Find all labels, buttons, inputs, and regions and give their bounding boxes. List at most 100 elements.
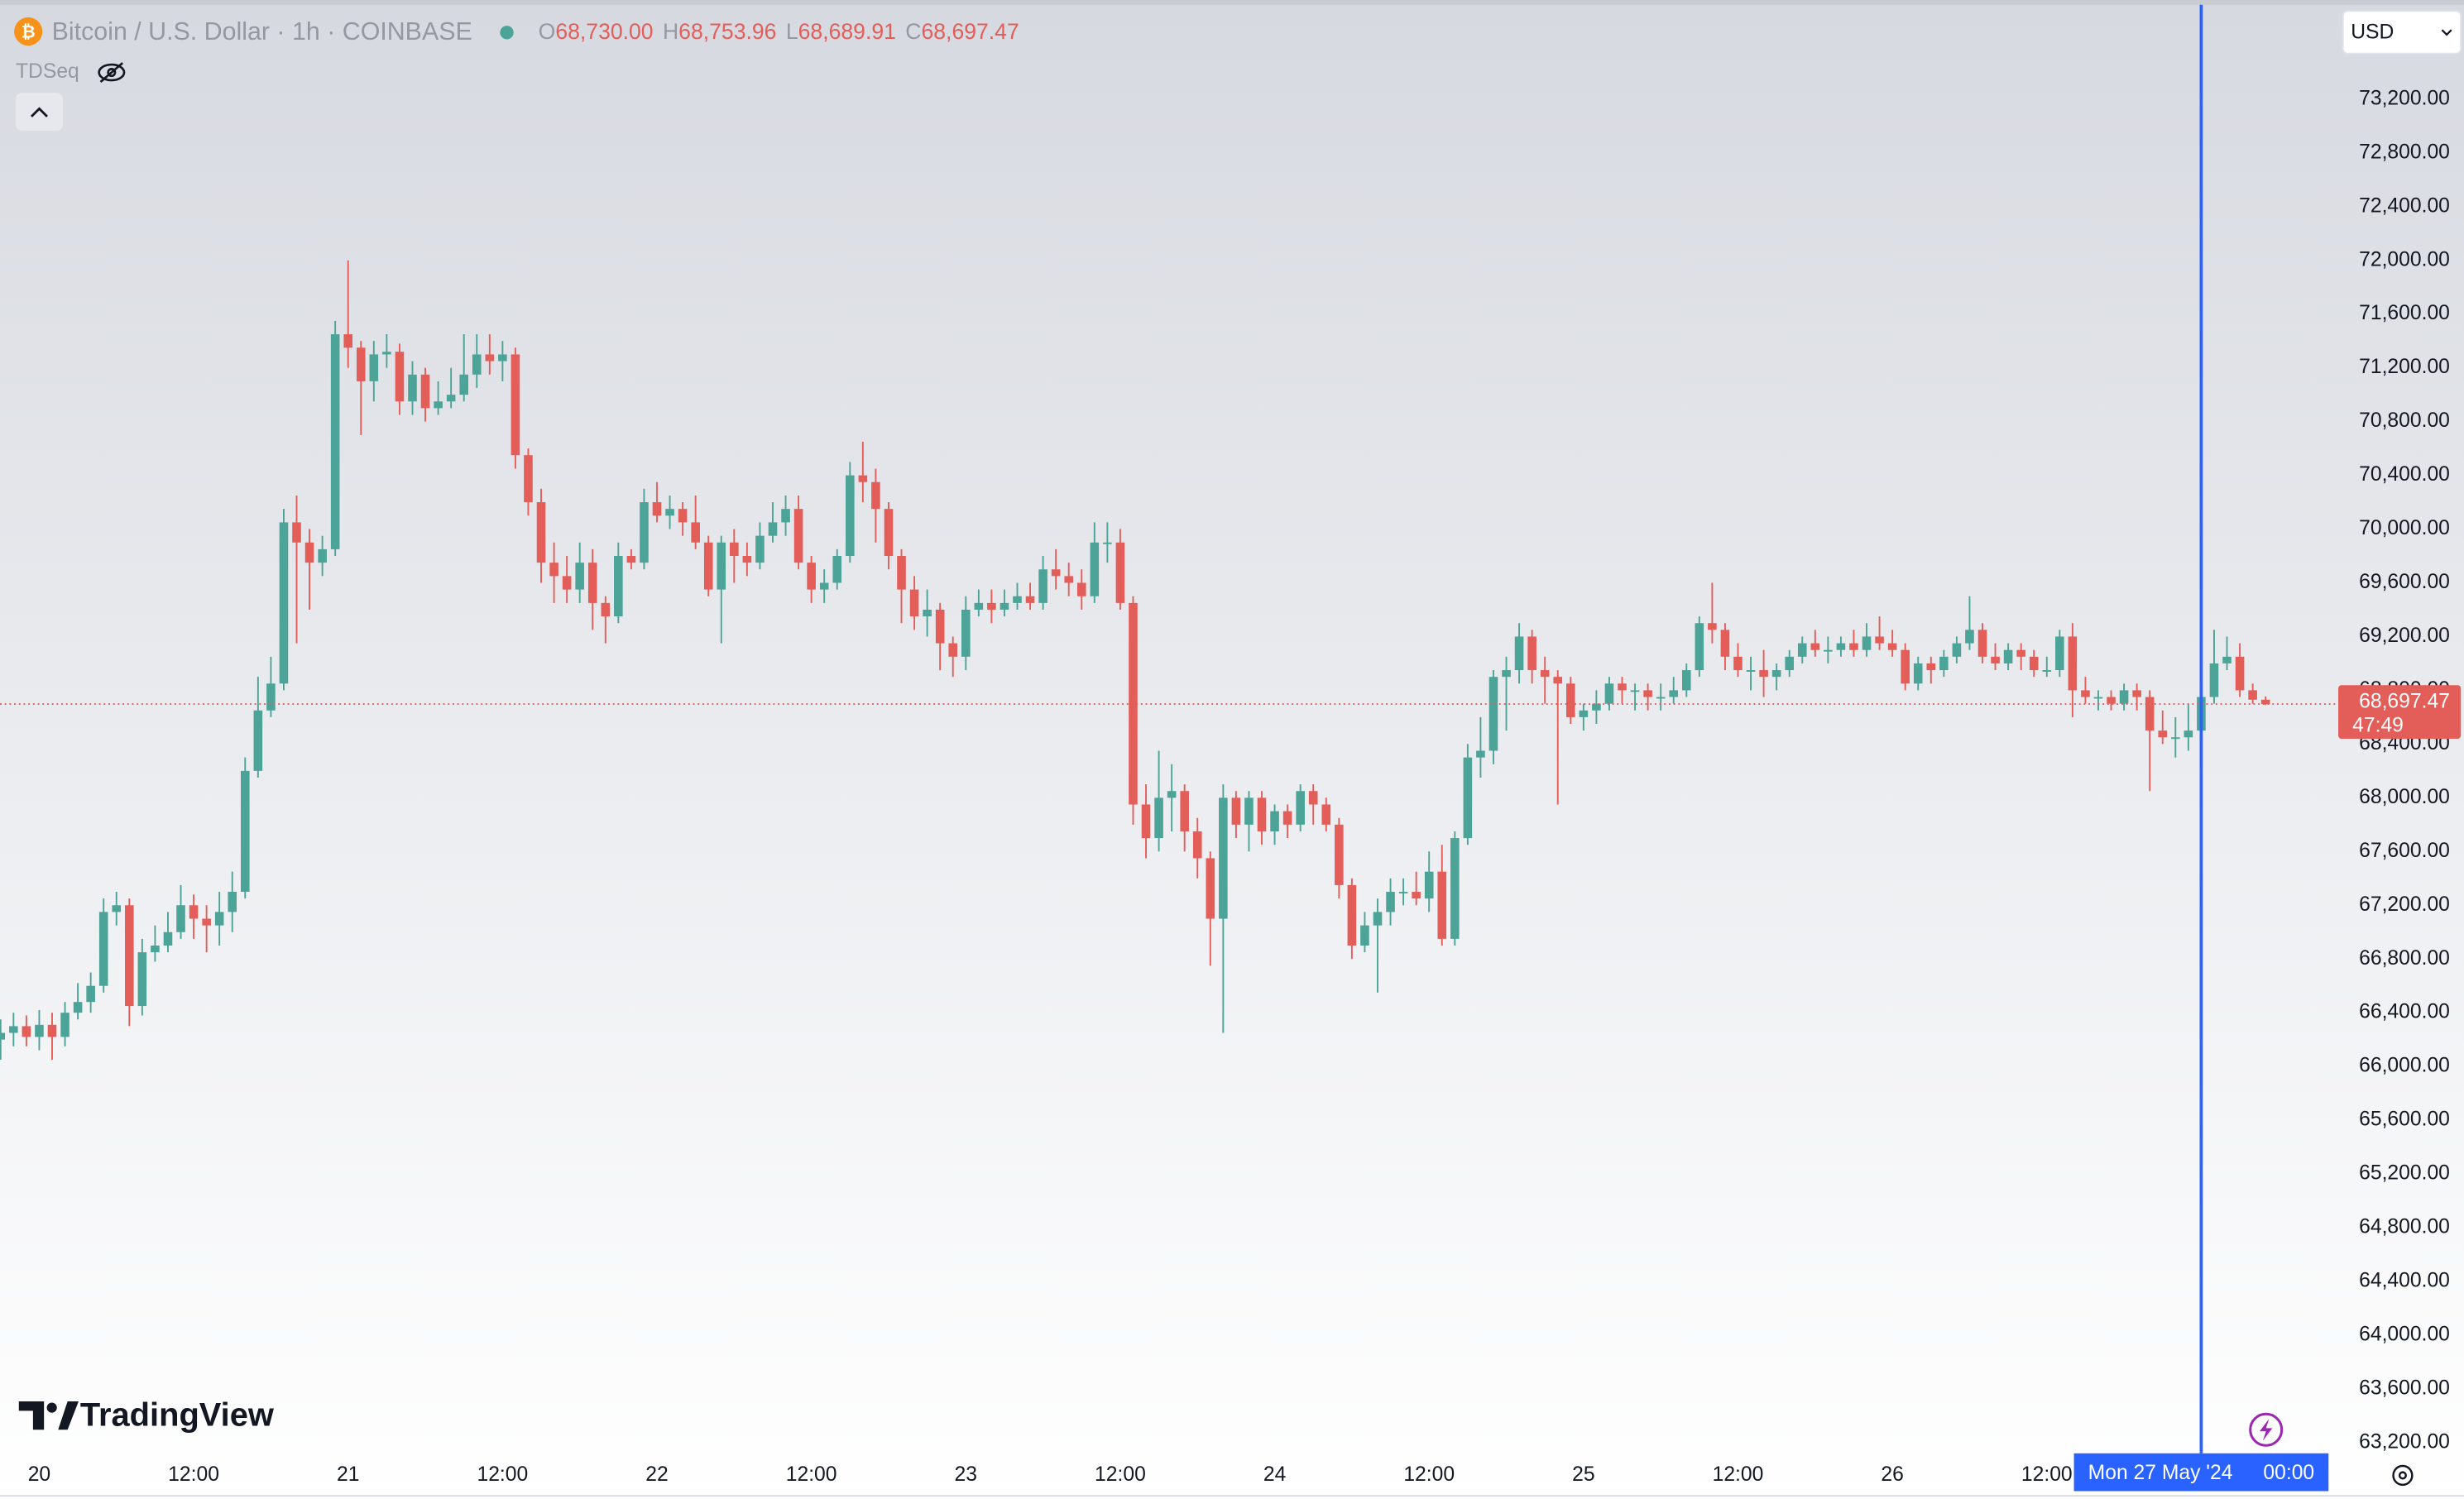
candle xyxy=(434,381,443,415)
candle-body xyxy=(304,542,314,563)
candle-body xyxy=(2158,730,2168,738)
candle-body xyxy=(446,395,456,402)
y-tick-label: 70,000.00 xyxy=(2359,517,2450,539)
candle xyxy=(1335,817,1344,899)
candle xyxy=(318,535,327,577)
x-tick-label: 20 xyxy=(28,1463,50,1486)
candle-body xyxy=(1643,690,1652,697)
candle-body xyxy=(241,770,250,893)
candle xyxy=(2055,630,2064,678)
indicator-name: TDSeq xyxy=(16,60,79,83)
candle-body xyxy=(1681,670,1691,691)
candle xyxy=(1347,878,1357,960)
candle-body xyxy=(755,535,765,563)
candle xyxy=(189,894,199,939)
candle xyxy=(304,529,314,610)
candle xyxy=(472,334,482,389)
currency-button[interactable] xyxy=(2342,10,2462,55)
candle xyxy=(1618,677,1627,704)
candle xyxy=(1270,804,1279,845)
candle-body xyxy=(420,374,430,409)
candle-body xyxy=(73,1002,83,1013)
ohlc-value: 68,730.00 xyxy=(555,19,653,44)
candle xyxy=(2016,643,2025,671)
x-tick-label: 12:00 xyxy=(2021,1463,2073,1486)
y-tick-label: 67,600.00 xyxy=(2359,840,2450,862)
candle-body xyxy=(587,563,597,603)
candle xyxy=(793,495,803,570)
hide-icon[interactable] xyxy=(98,62,126,83)
candle-body xyxy=(266,683,276,711)
lightning-button[interactable] xyxy=(2249,1412,2284,1447)
y-tick-label: 71,600.00 xyxy=(2359,302,2450,324)
candle xyxy=(1398,878,1408,906)
candle xyxy=(2209,630,2219,704)
candle xyxy=(2029,649,2039,678)
candle-body xyxy=(2016,649,2025,657)
currency-caret xyxy=(2441,29,2452,36)
brand-logo xyxy=(18,1401,79,1430)
price-tag xyxy=(2338,685,2462,739)
symbol-header: Bitcoin / U.S. Dollar · 1h · COINBASE ● O6… xyxy=(52,14,1019,49)
x-tick-label: 12:00 xyxy=(477,1463,528,1486)
settings-button[interactable] xyxy=(2392,1464,2414,1487)
candle xyxy=(2093,690,2103,711)
candle xyxy=(382,334,391,368)
y-tick-label: 66,400.00 xyxy=(2359,1001,2450,1023)
candle-body xyxy=(1849,643,1858,650)
candle-body xyxy=(1746,670,1756,672)
candle-body xyxy=(1360,925,1369,946)
candle-body xyxy=(1282,811,1292,825)
candle-body xyxy=(614,556,623,617)
candle xyxy=(948,636,958,678)
candle xyxy=(987,589,996,624)
candle-body xyxy=(2132,690,2141,697)
candle-body xyxy=(665,509,674,516)
candle xyxy=(832,548,842,590)
candle xyxy=(807,556,816,603)
x-tick-label: 22 xyxy=(645,1463,668,1486)
candle xyxy=(241,757,250,899)
candle-body xyxy=(781,509,790,523)
candle-body xyxy=(253,710,263,771)
candle-body xyxy=(189,905,199,919)
candle xyxy=(1013,582,1022,610)
candle-body xyxy=(640,502,649,563)
candle xyxy=(1810,630,1820,657)
candle-body xyxy=(2081,690,2090,697)
ohlc-key: C xyxy=(905,19,921,44)
candle-body xyxy=(1167,791,1177,798)
candle xyxy=(22,1015,31,1046)
y-tick-label: 65,200.00 xyxy=(2359,1162,2450,1185)
candle-body xyxy=(47,1024,57,1037)
candle xyxy=(1424,851,1434,912)
candle-body xyxy=(511,354,520,456)
y-tick-label: 72,000.00 xyxy=(2359,248,2450,271)
candle-body xyxy=(1669,690,1679,697)
status-dot: ● xyxy=(497,14,516,49)
candle xyxy=(755,522,765,570)
candle-body xyxy=(1977,630,1987,657)
candle xyxy=(1643,683,1652,711)
candle-body xyxy=(395,352,405,402)
candle xyxy=(1115,529,1125,610)
candle xyxy=(1836,636,1846,657)
candle-body xyxy=(1810,643,1820,650)
candle-body xyxy=(22,1026,31,1037)
candle-body xyxy=(2107,697,2116,704)
candle-body xyxy=(1424,871,1434,899)
candle-body xyxy=(1656,697,1666,699)
candle xyxy=(1771,663,1781,691)
candle xyxy=(1824,636,1833,663)
candle xyxy=(1785,649,1794,678)
y-tick-label: 63,600.00 xyxy=(2359,1377,2450,1399)
candle-body xyxy=(884,509,894,557)
candle-body xyxy=(2260,699,2270,705)
collapse-button[interactable] xyxy=(15,93,63,131)
candle-body xyxy=(1013,596,1022,603)
candle xyxy=(819,569,829,603)
candle-body xyxy=(1592,703,1601,711)
candle-body xyxy=(1488,677,1498,751)
